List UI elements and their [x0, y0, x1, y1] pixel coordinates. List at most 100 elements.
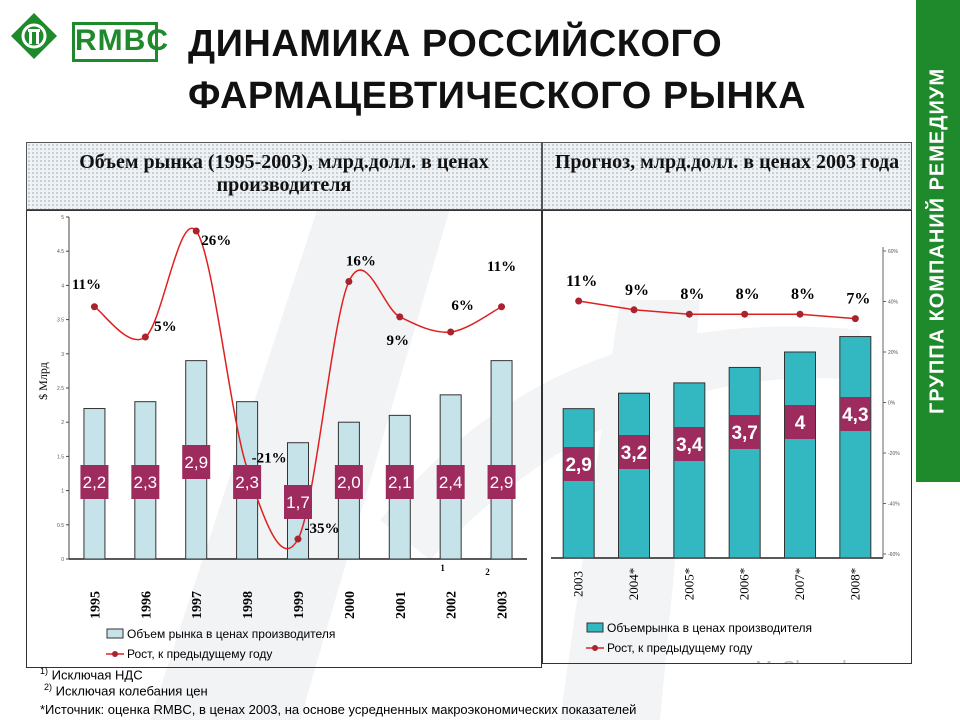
growth-label-2001: 9% [387, 333, 410, 349]
x-tick-label-2008*: 2008* [847, 568, 862, 601]
value-label-2003: 2,9 [490, 473, 514, 492]
growth-label-1997: 26% [201, 233, 231, 249]
growth-label-2007*: 8% [791, 286, 815, 303]
y-tick-label: 2.5 [57, 386, 64, 392]
y2-tick-label: 40% [888, 300, 899, 306]
growth-marker-2000 [345, 278, 353, 285]
rmbc-logo: RMBC [6, 8, 168, 70]
y2-tick-label: -20% [888, 451, 900, 457]
side-band-text: ГРУППА КОМПАНИЙ РЕМЕДИУМ [926, 67, 949, 415]
value-box-2008* [840, 397, 871, 431]
growth-label-1995: 11% [72, 277, 101, 293]
y-axis-label: $ Млрд [36, 362, 50, 400]
value-label-2008*: 4,3 [842, 405, 868, 426]
bar-2007* [784, 351, 816, 559]
y-tick-label: 1.5 [57, 454, 64, 460]
x-tick-label-1996: 1996 [139, 591, 154, 619]
growth-label-2000: 16% [346, 254, 376, 270]
growth-marker-2002 [447, 328, 455, 336]
y-tick-label: 1 [61, 489, 64, 495]
bar-2005* [673, 382, 706, 559]
value-label-1998: 2,3 [235, 473, 259, 492]
side-band [916, 0, 960, 482]
value-label-2003: 2,9 [565, 455, 591, 476]
y-tick-label: 0 [61, 557, 64, 563]
watermark-text: MyShared [755, 658, 846, 663]
value-box-2003 [487, 465, 516, 499]
legend-bar-label: Объем рынка в ценах производителя [127, 627, 335, 641]
growth-label-1998: -21% [252, 450, 287, 466]
y-tick-label: 5 [61, 215, 64, 221]
value-label-1995: 2,2 [83, 473, 107, 492]
x-tick-label-2003: 2003 [496, 591, 511, 619]
value-box-2002 [436, 465, 465, 499]
value-label-2004*: 3,2 [621, 443, 647, 464]
footnote-2: 2) Исключая колебания цен [44, 682, 208, 698]
bar-2003 [490, 360, 513, 560]
growth-marker-2001 [396, 313, 404, 321]
footnote-1-text: Исключая НДС [51, 667, 143, 683]
x-tick-label-2002: 2002 [445, 591, 460, 619]
x-tick-label-1995: 1995 [88, 591, 103, 619]
value-box-2007* [785, 405, 815, 439]
y2-tick-label: 60% [888, 249, 899, 255]
value-box-2003 [563, 447, 594, 481]
y-tick-label: 3.5 [57, 318, 64, 324]
growth-label-1999: -35% [305, 521, 340, 537]
legend-bar-swatch [106, 628, 124, 639]
growth-label-2003: 11% [566, 273, 597, 290]
title-line-1: ДИНАМИКА РОССИЙСКОГО [188, 23, 723, 65]
value-label-2001: 2,1 [388, 473, 412, 492]
growth-label-2005*: 8% [680, 286, 704, 303]
growth-marker-1997 [192, 227, 200, 235]
growth-label-2004*: 9% [625, 282, 649, 299]
left-chart: 00.511.522.533.544.55$ Млрд11%5%26%-21%-… [36, 215, 527, 661]
growth-marker-2005* [685, 310, 693, 318]
x-tick-label-1997: 1997 [190, 591, 205, 619]
legend-bar-label: Объемрынка в ценах производителя [607, 621, 812, 635]
legend-bar-swatch [586, 622, 604, 633]
bar-2004* [618, 392, 650, 559]
y2-tick-label: 20% [888, 350, 899, 356]
left-panel-header: Объем рынка (1995-2003), млрд.долл. в це… [26, 142, 542, 210]
value-box-2001 [385, 465, 414, 499]
x-tick-label-2004*: 2004* [626, 568, 641, 601]
growth-label-2002: 6% [451, 298, 474, 314]
bar-2006* [728, 366, 761, 559]
source-note: *Источник: оценка RMBC, в ценах 2003, на… [40, 702, 637, 717]
y2-tick-label: 0% [888, 401, 896, 407]
growth-marker-2003 [575, 297, 583, 305]
right-chart: -60% -40% -20% 0% 20% 40% 60% 11% 9% 8% 8% 8% 7% 2,9 3… [551, 247, 900, 680]
x-tick-label-2005*: 2005* [681, 568, 696, 601]
x-tick-superscript-2003: 2 [485, 567, 490, 577]
growth-label-2008*: 7% [846, 291, 870, 308]
growth-marker-1995 [90, 303, 98, 311]
footnote-2-mark: 2) [44, 682, 53, 692]
y-tick-label: 2 [61, 420, 64, 426]
value-label-1997: 2,9 [184, 453, 208, 472]
x-tick-label-1998: 1998 [241, 591, 256, 619]
x-tick-superscript-2002: 1 [440, 563, 445, 573]
growth-label-1996: 5% [154, 319, 177, 335]
value-box-1995 [80, 465, 109, 499]
value-box-2005* [674, 427, 705, 461]
bar-2003 [562, 408, 595, 559]
logo-text: RMBC [72, 22, 168, 62]
legend-line-label: Рост, к предыдущему году [127, 647, 272, 661]
y-tick-label: 4.5 [57, 249, 64, 255]
x-tick-label-2001: 2001 [394, 591, 409, 619]
y-tick-label: 4 [61, 283, 64, 289]
growth-marker-1999 [294, 535, 302, 543]
footnote-1: 1) Исключая НДС [40, 666, 143, 682]
legend-line-marker [592, 645, 598, 651]
growth-marker-2004* [630, 306, 638, 314]
y2-tick-label: -60% [888, 552, 900, 558]
growth-label-2006*: 8% [736, 286, 760, 303]
y2-tick-label: -40% [888, 502, 900, 508]
growth-marker-2007* [796, 310, 804, 318]
value-box-2006* [729, 415, 760, 449]
bar-2008* [839, 336, 872, 559]
value-box-1999 [284, 485, 312, 519]
growth-marker-2006* [741, 310, 749, 318]
page-title: ДИНАМИКА РОССИЙСКОГО ФАРМАЦЕВТИЧЕСКОГО Р… [188, 18, 908, 122]
